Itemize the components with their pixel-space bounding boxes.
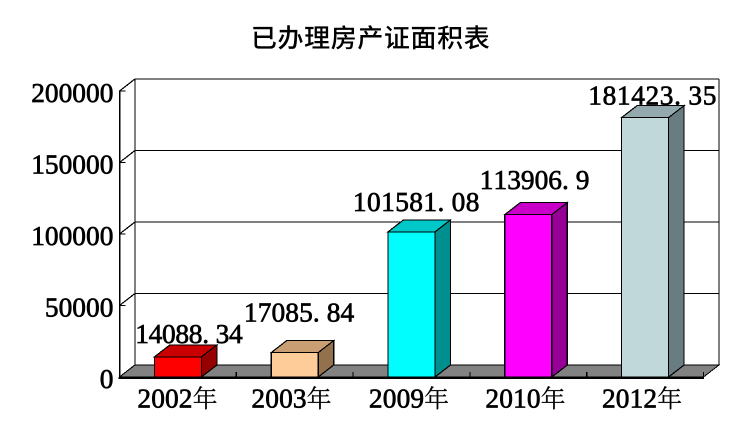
svg-text:2010: 2010	[485, 384, 540, 414]
svg-text:0: 0	[100, 364, 114, 394]
svg-text:200000: 200000	[31, 78, 113, 108]
svg-text:2003: 2003	[251, 384, 306, 414]
svg-text:2002: 2002	[137, 384, 192, 414]
svg-text:2012: 2012	[602, 384, 657, 414]
svg-text:181423.35: 181423.35	[588, 81, 716, 111]
svg-text:14088.34: 14088.34	[135, 319, 243, 349]
svg-text:50000: 50000	[45, 293, 113, 323]
svg-text:101581.08: 101581.08	[353, 187, 480, 217]
svg-text:150000: 150000	[31, 150, 113, 180]
svg-text:17085.84: 17085.84	[244, 298, 355, 328]
svg-text:2009: 2009	[369, 384, 424, 414]
svg-text:100000: 100000	[31, 221, 113, 251]
